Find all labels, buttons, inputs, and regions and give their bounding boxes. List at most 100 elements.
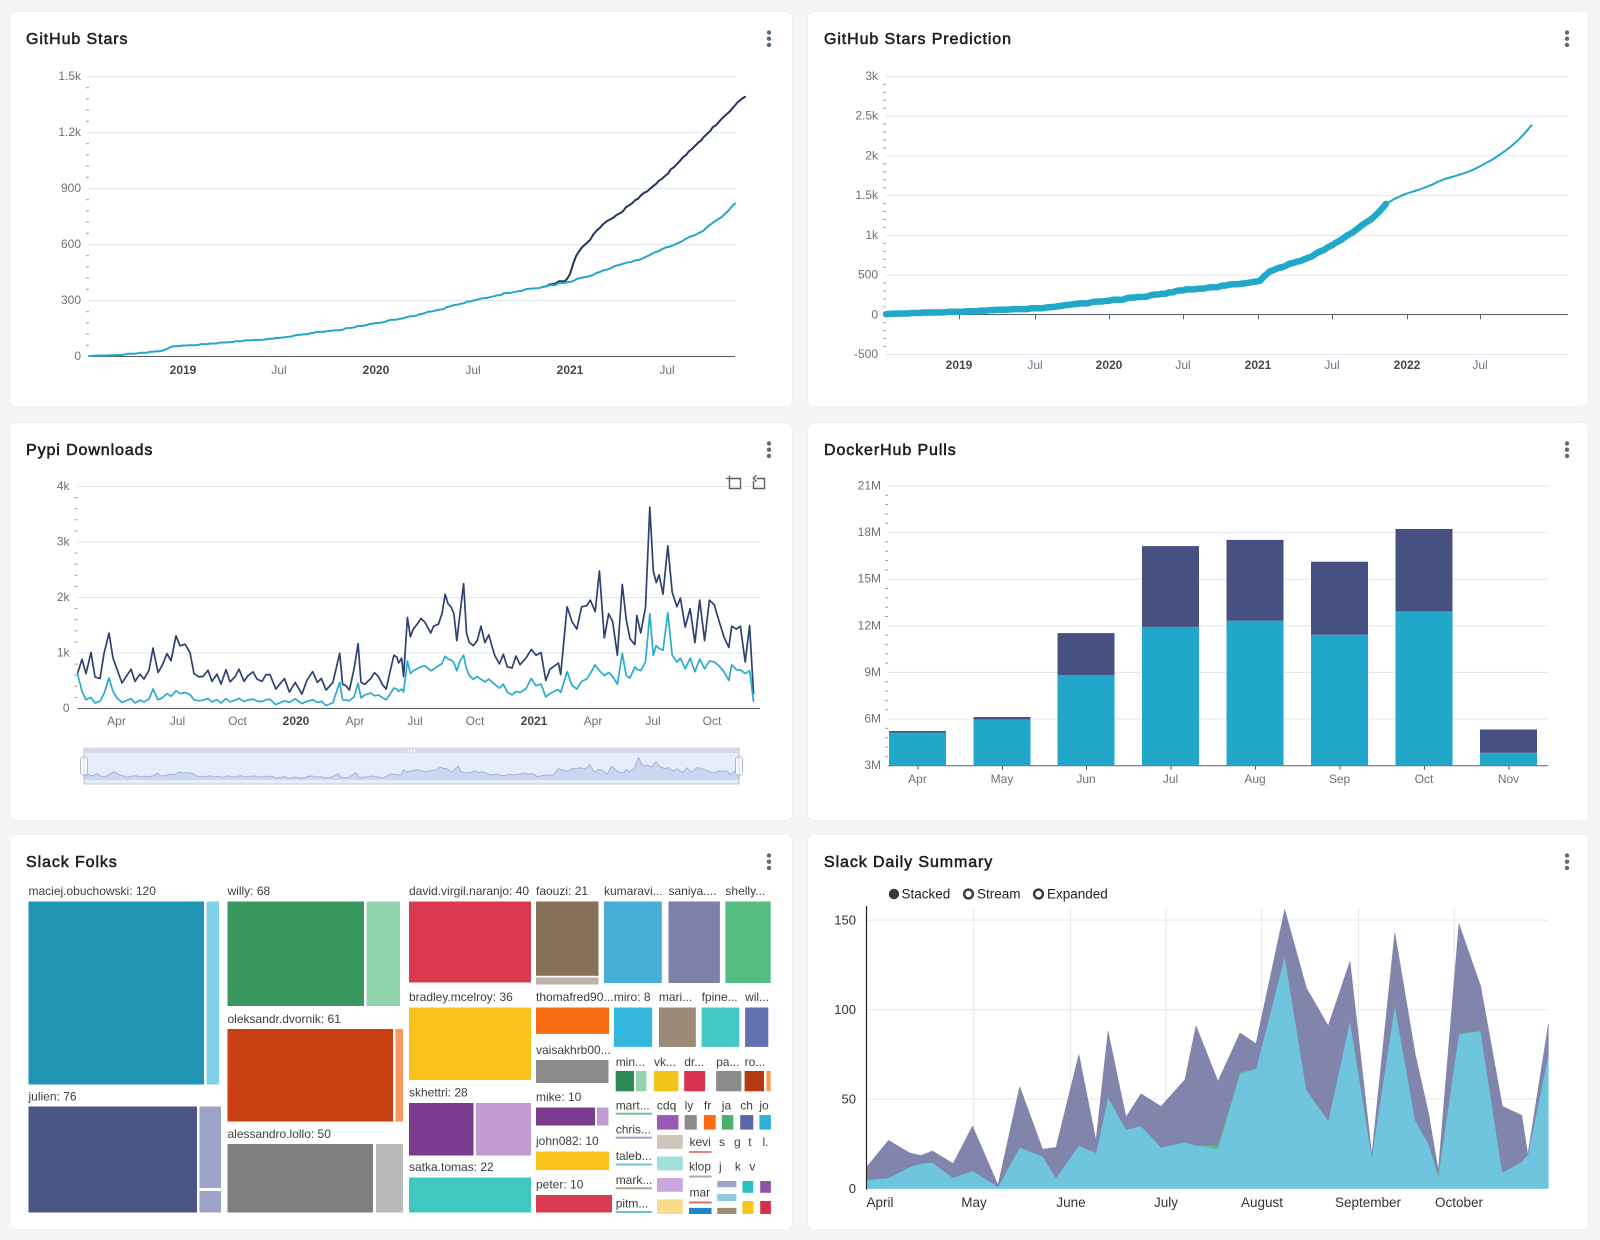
svg-text:4k: 4k [57,479,71,493]
svg-text:October: October [1435,1195,1484,1210]
svg-text:50: 50 [842,1092,856,1107]
svg-text:Sep: Sep [1329,772,1351,786]
svg-text:100: 100 [834,1002,856,1017]
svg-text:thomafred90...: thomafred90... [536,990,613,1004]
svg-text:mike: 10: mike: 10 [536,1090,582,1104]
svg-text:t: t [748,1135,752,1149]
svg-text:pitm...: pitm... [616,1197,649,1211]
svg-text:Oct: Oct [228,714,247,728]
svg-text:2020: 2020 [363,363,390,377]
svg-text:Jul: Jul [1163,772,1178,786]
svg-text:ja: ja [721,1099,732,1113]
svg-text:1k: 1k [57,646,71,660]
svg-text:3k: 3k [57,535,71,549]
svg-text:2.5k: 2.5k [855,109,879,123]
svg-text:3k: 3k [865,69,879,83]
svg-text:Stacked: Stacked [902,887,951,902]
svg-text:300: 300 [61,293,81,307]
svg-text:150: 150 [834,913,856,928]
svg-text:2019: 2019 [946,358,973,372]
svg-text:min...: min... [616,1055,645,1069]
svg-text:oleksandr.dvornik: 61: oleksandr.dvornik: 61 [228,1012,342,1026]
svg-text:-500: -500 [854,347,878,361]
svg-text:g: g [734,1135,741,1149]
svg-text:willy: 68: willy: 68 [227,884,271,898]
svg-text:miro: 8: miro: 8 [614,990,651,1004]
svg-text:Jul: Jul [659,363,674,377]
svg-text:kumaravi...: kumaravi... [604,884,663,898]
svg-text:Jul: Jul [1175,358,1190,372]
svg-text:alessandro.lollo: 50: alessandro.lollo: 50 [228,1127,332,1141]
svg-text:900: 900 [61,181,81,195]
svg-text:Oct: Oct [1415,772,1434,786]
svg-text:15M: 15M [858,572,881,586]
svg-text:Jul: Jul [1472,358,1487,372]
svg-text:klop: klop [689,1160,711,1174]
svg-text:Oct: Oct [703,714,722,728]
svg-text:taleb...: taleb... [616,1149,652,1163]
svg-text:mart...: mart... [616,1099,650,1113]
svg-text:Apr: Apr [908,772,927,786]
svg-text:j: j [718,1160,722,1174]
svg-text:mari...: mari... [659,990,692,1004]
svg-text:2021: 2021 [557,363,584,377]
svg-text:Oct: Oct [466,714,485,728]
svg-text:500: 500 [858,268,878,282]
svg-text:August: August [1241,1195,1283,1210]
svg-text:6M: 6M [864,712,881,726]
svg-text:jo: jo [758,1099,769,1113]
svg-text:2020: 2020 [283,714,310,728]
svg-text:ch: ch [740,1099,753,1113]
svg-text:faouzi: 21: faouzi: 21 [536,884,588,898]
svg-text:john082: 10: john082: 10 [535,1134,599,1148]
svg-text:ro...: ro... [745,1055,766,1069]
svg-text:Jun: Jun [1076,772,1095,786]
svg-text:pa...: pa... [716,1055,739,1069]
svg-text:Jul: Jul [407,714,422,728]
svg-text:600: 600 [61,237,81,251]
svg-text:3M: 3M [864,758,881,772]
svg-text:Nov: Nov [1498,772,1519,786]
svg-text:1.5k: 1.5k [58,69,82,83]
svg-text:2020: 2020 [1096,358,1123,372]
svg-text:dr...: dr... [684,1055,704,1069]
svg-text:2k: 2k [57,590,71,604]
svg-text:maciej.obuchowski: 120: maciej.obuchowski: 120 [29,884,157,898]
svg-text:Jul: Jul [645,714,660,728]
svg-text:21M: 21M [858,479,881,493]
svg-text:david.virgil.naranjo: 40: david.virgil.naranjo: 40 [409,884,529,898]
svg-text:l.: l. [763,1135,769,1149]
svg-text:Expanded: Expanded [1047,887,1108,902]
svg-text:saniya....: saniya.... [669,884,717,898]
svg-text:Apr: Apr [584,714,603,728]
svg-text:May: May [991,772,1014,786]
svg-text:2k: 2k [865,148,879,162]
svg-text:Jul: Jul [1027,358,1042,372]
svg-text:mar: mar [690,1186,711,1200]
svg-text:vk...: vk... [654,1055,676,1069]
svg-text:bradley.mcelroy: 36: bradley.mcelroy: 36 [409,990,513,1004]
svg-text:18M: 18M [858,525,881,539]
svg-text:12M: 12M [858,618,881,632]
svg-text:2021: 2021 [521,714,548,728]
svg-text:fpine...: fpine... [702,990,738,1004]
svg-text:0: 0 [871,307,878,321]
svg-text:0: 0 [849,1181,856,1196]
svg-text:s: s [719,1135,725,1149]
svg-text:Jul: Jul [271,363,286,377]
svg-text:0: 0 [74,349,81,363]
svg-text:June: June [1056,1195,1085,1210]
svg-text:shelly...: shelly... [725,884,765,898]
svg-text:1k: 1k [865,228,879,242]
svg-text:ly: ly [685,1099,694,1113]
svg-text:2021: 2021 [1245,358,1272,372]
svg-text:2019: 2019 [170,363,197,377]
svg-text:Stream: Stream [977,887,1021,902]
svg-text:chris...: chris... [616,1123,651,1137]
svg-text:skhettri: 28: skhettri: 28 [409,1086,468,1100]
svg-text:vaisakhrb00...: vaisakhrb00... [536,1043,611,1057]
svg-text:May: May [961,1195,987,1210]
svg-text:kevi: kevi [690,1135,711,1149]
svg-text:September: September [1335,1195,1402,1210]
svg-text:1.2k: 1.2k [58,125,82,139]
